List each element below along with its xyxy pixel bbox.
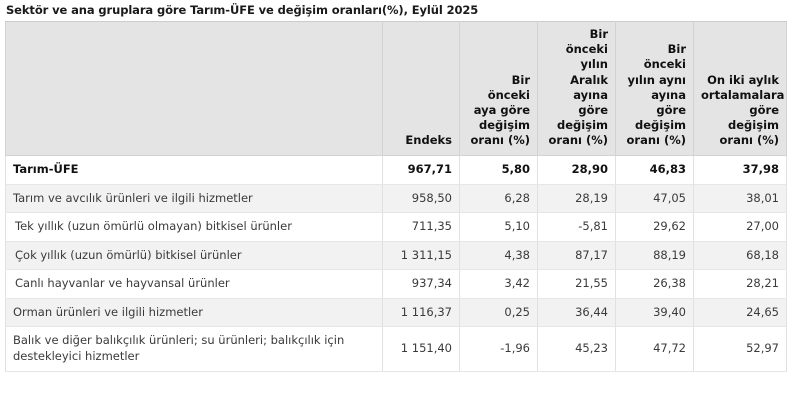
- cell-twelve-month-avg-change: 27,00: [693, 212, 787, 242]
- cell-annual-change: 29,62: [615, 212, 694, 242]
- cell-december-change: 28,19: [537, 183, 616, 214]
- cell-endeks: 1 116,37: [382, 297, 460, 328]
- table-body: Tarım-ÜFE 967,71 5,80 28,90 46,83 37,98 …: [5, 155, 787, 372]
- row-label: Tarım-ÜFE: [5, 155, 383, 185]
- cell-twelve-month-avg-change: 37,98: [693, 155, 787, 185]
- cell-twelve-month-avg-change: 68,18: [693, 240, 787, 271]
- cell-monthly-change: 0,25: [459, 297, 538, 328]
- table-row: Çok yıllık (uzun ömürlü) bitkisel ürünle…: [5, 240, 787, 271]
- row-label: Orman ürünleri ve ilgili hizmetler: [5, 297, 383, 328]
- column-header-endeks: Endeks: [382, 20, 460, 157]
- cell-december-change: 28,90: [537, 155, 616, 185]
- cell-monthly-change: 5,10: [459, 212, 538, 242]
- column-header-twelve-month-avg-change: On iki aylık ortalamalara göre değişim o…: [693, 20, 787, 157]
- table-caption: Sektör ve ana gruplara göre Tarım-ÜFE ve…: [6, 3, 479, 17]
- table-row: Orman ürünleri ve ilgili hizmetler 1 116…: [5, 297, 787, 328]
- cell-monthly-change: 6,28: [459, 183, 538, 214]
- cell-annual-change: 39,40: [615, 297, 694, 328]
- cell-annual-change: 47,05: [615, 183, 694, 214]
- row-label: Tarım ve avcılık ürünleri ve ilgili hizm…: [5, 183, 383, 214]
- cell-annual-change: 47,72: [615, 326, 694, 372]
- cell-annual-change: 88,19: [615, 240, 694, 271]
- cell-endeks: 958,50: [382, 183, 460, 214]
- table-row: Balık ve diğer balıkçılık ürünleri; su ü…: [5, 326, 787, 372]
- column-header-label: [5, 20, 383, 157]
- row-label: Çok yıllık (uzun ömürlü) bitkisel ürünle…: [5, 240, 383, 271]
- cell-endeks: 937,34: [382, 269, 460, 299]
- table-header: Endeks Bir önceki aya göre değişim oranı…: [5, 20, 787, 157]
- cell-endeks: 1 311,15: [382, 240, 460, 271]
- header-row: Endeks Bir önceki aya göre değişim oranı…: [5, 20, 787, 157]
- column-header-december-change: Bir önceki yılın Aralık ayına göre değiş…: [537, 20, 616, 157]
- row-label: Balık ve diğer balıkçılık ürünleri; su ü…: [5, 326, 383, 372]
- cell-twelve-month-avg-change: 28,21: [693, 269, 787, 299]
- cell-monthly-change: 3,42: [459, 269, 538, 299]
- cell-endeks: 1 151,40: [382, 326, 460, 372]
- cell-december-change: 36,44: [537, 297, 616, 328]
- cell-endeks: 967,71: [382, 155, 460, 185]
- cell-monthly-change: 4,38: [459, 240, 538, 271]
- table-row: Canlı hayvanlar ve hayvansal ürünler 937…: [5, 269, 787, 299]
- cell-annual-change: 26,38: [615, 269, 694, 299]
- cell-december-change: -5,81: [537, 212, 616, 242]
- cell-twelve-month-avg-change: 38,01: [693, 183, 787, 214]
- cell-december-change: 87,17: [537, 240, 616, 271]
- cell-annual-change: 46,83: [615, 155, 694, 185]
- table-row: Tarım-ÜFE 967,71 5,80 28,90 46,83 37,98: [5, 155, 787, 185]
- table-container: Endeks Bir önceki aya göre değişim oranı…: [5, 20, 787, 372]
- row-label: Tek yıllık (uzun ömürlü olmayan) bitkise…: [5, 212, 383, 242]
- row-label: Canlı hayvanlar ve hayvansal ürünler: [5, 269, 383, 299]
- cell-endeks: 711,35: [382, 212, 460, 242]
- cell-monthly-change: 5,80: [459, 155, 538, 185]
- cell-december-change: 45,23: [537, 326, 616, 372]
- cell-twelve-month-avg-change: 52,97: [693, 326, 787, 372]
- table-row: Tarım ve avcılık ürünleri ve ilgili hizm…: [5, 183, 787, 214]
- cell-monthly-change: -1,96: [459, 326, 538, 372]
- table-row: Tek yıllık (uzun ömürlü olmayan) bitkise…: [5, 212, 787, 242]
- cell-twelve-month-avg-change: 24,65: [693, 297, 787, 328]
- column-header-monthly-change: Bir önceki aya göre değişim oranı (%): [459, 20, 538, 157]
- column-header-annual-change: Bir önceki yılın aynı ayına göre değişim…: [615, 20, 694, 157]
- agriculture-ppi-table: Endeks Bir önceki aya göre değişim oranı…: [5, 20, 787, 372]
- cell-december-change: 21,55: [537, 269, 616, 299]
